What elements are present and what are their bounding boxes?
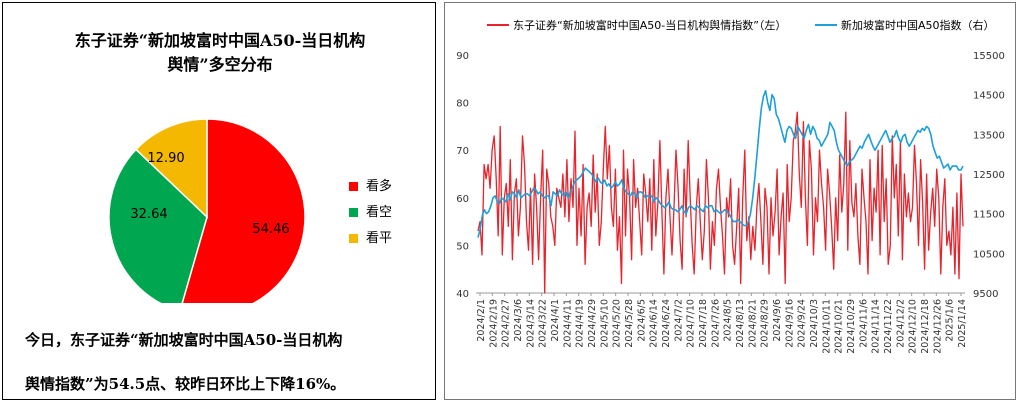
y-right-tick-3: 12500 [973, 170, 1005, 181]
x-tick-label-4: 2024/3/14 [525, 299, 536, 348]
series-line-index [477, 89, 964, 238]
x-tick-label-20: 2024/8/5 [723, 299, 734, 342]
x-tick-label-16: 2024/7/2 [673, 299, 684, 342]
x-tick-label-37: 2024/12/26 [932, 299, 943, 354]
y-right-tick-0: 9500 [973, 289, 998, 300]
pie-slice-1 [108, 148, 208, 303]
x-tick-label-22: 2024/8/21 [747, 299, 758, 348]
y-left-tick-0: 40 [456, 289, 469, 300]
y-left-tick-4: 80 [456, 99, 469, 110]
x-tick-label-34: 2024/12/2 [895, 299, 906, 348]
x-tick-label-10: 2024/5/10 [599, 299, 610, 348]
x-tick-label-27: 2024/10/3 [809, 299, 820, 348]
summary-line2: 舆情指数”为54.5点、较昨日环比上下降16%。 [25, 375, 346, 393]
x-tick-label-39: 2025/1/14 [957, 299, 968, 348]
y-left-tick-1: 50 [456, 241, 469, 252]
x-tick-label-2: 2024/2/27 [501, 299, 512, 348]
y-right-tick-4: 13500 [973, 130, 1005, 141]
x-tick-label-11: 2024/5/20 [612, 299, 623, 348]
x-tick-label-28: 2024/10/11 [821, 299, 832, 354]
legend-label-index: 新加坡富时中国A50指数（右） [841, 18, 995, 32]
x-tick-label-32: 2024/11/14 [871, 299, 882, 354]
x-tick-label-35: 2024/12/10 [908, 299, 919, 354]
x-tick-label-36: 2024/12/18 [920, 299, 931, 354]
pie-chart: 54.46 32.64 12.90 [108, 118, 306, 303]
y-left-tick-2: 60 [456, 194, 469, 205]
x-tick-label-18: 2024/7/18 [698, 299, 709, 348]
pie-value-label-2: 12.90 [147, 151, 184, 166]
legend-bullish: 看多 [349, 175, 392, 194]
x-tick-label-3: 2024/3/6 [513, 299, 524, 342]
x-tick-label-21: 2024/8/13 [735, 299, 746, 348]
x-tick-label-6: 2024/4/1 [550, 299, 561, 342]
x-tick-label-9: 2024/4/29 [587, 299, 598, 348]
x-tick-label-15: 2024/6/24 [661, 299, 672, 348]
legend-label-bearish: 看空 [366, 205, 393, 220]
x-tick-label-13: 2024/6/5 [636, 299, 647, 342]
pie-value-label-1: 32.64 [130, 207, 167, 222]
x-tick-label-23: 2024/8/29 [760, 299, 771, 348]
legend-swatch-neutral [349, 234, 358, 243]
series-line-sentiment [477, 111, 964, 294]
x-tick-label-0: 2024/2/1 [476, 299, 487, 342]
legend-neutral: 看平 [349, 227, 392, 246]
pie-title-line2: 舆情”多空分布 [167, 55, 273, 74]
x-tick-label-14: 2024/6/14 [649, 299, 660, 348]
x-tick-label-1: 2024/2/19 [488, 299, 499, 348]
pie-title-line1: 东子证券“新加坡富时中国A50-当日机构 [74, 31, 366, 50]
x-tick-label-29: 2024/10/21 [834, 299, 845, 354]
x-tick-label-12: 2024/5/28 [624, 299, 635, 348]
x-tick-label-7: 2024/4/11 [562, 299, 573, 348]
legend-label-bullish: 看多 [366, 179, 393, 194]
pie-slice-2 [134, 118, 208, 219]
y-right-tick-2: 11500 [973, 210, 1005, 221]
x-tick-label-8: 2024/4/19 [575, 299, 586, 348]
x-tick-label-30: 2024/10/29 [846, 299, 857, 354]
line-chart-panel: 东子证券“新加坡富时中国A50-当日机构舆情指数”（左） 新加坡富时中国A50指数… [444, 2, 1016, 400]
x-tick-label-5: 2024/3/22 [538, 299, 549, 348]
x-tick-label-33: 2024/11/22 [883, 299, 894, 354]
legend-label-neutral: 看平 [366, 231, 393, 246]
x-tick-label-17: 2024/7/10 [686, 299, 697, 348]
y-left-tick-5: 90 [456, 51, 469, 62]
summary-line1: 今日，东子证券“新加坡富时中国A50-当日机构 [25, 331, 343, 349]
y-right-tick-1: 10500 [973, 249, 1005, 260]
pie-slice-0 [181, 118, 306, 303]
x-tick-label-26: 2024/9/24 [797, 299, 808, 348]
x-tick-label-24: 2024/9/6 [772, 299, 783, 342]
y-left-tick-3: 70 [456, 146, 469, 157]
x-tick-label-31: 2024/11/6 [858, 299, 869, 348]
y-right-tick-6: 15500 [973, 51, 1005, 62]
x-tick-label-19: 2024/7/26 [710, 299, 721, 348]
pie-value-label-0: 54.46 [252, 222, 289, 237]
legend-swatch-bearish [349, 208, 358, 217]
x-tick-label-25: 2024/9/16 [784, 299, 795, 348]
legend-label-sentiment: 东子证券“新加坡富时中国A50-当日机构舆情指数”（左） [513, 18, 786, 32]
pie-panel: 东子证券“新加坡富时中国A50-当日机构 舆情”多空分布 54.46 32.64 1… [2, 2, 436, 400]
legend-swatch-bullish [349, 182, 358, 191]
legend-bearish: 看空 [349, 201, 392, 220]
x-tick-label-38: 2025/1/6 [945, 299, 956, 342]
line-chart: 东子证券“新加坡富时中国A50-当日机构舆情指数”（左） 新加坡富时中国A50指数… [456, 18, 1005, 354]
y-right-tick-5: 14500 [973, 91, 1005, 102]
